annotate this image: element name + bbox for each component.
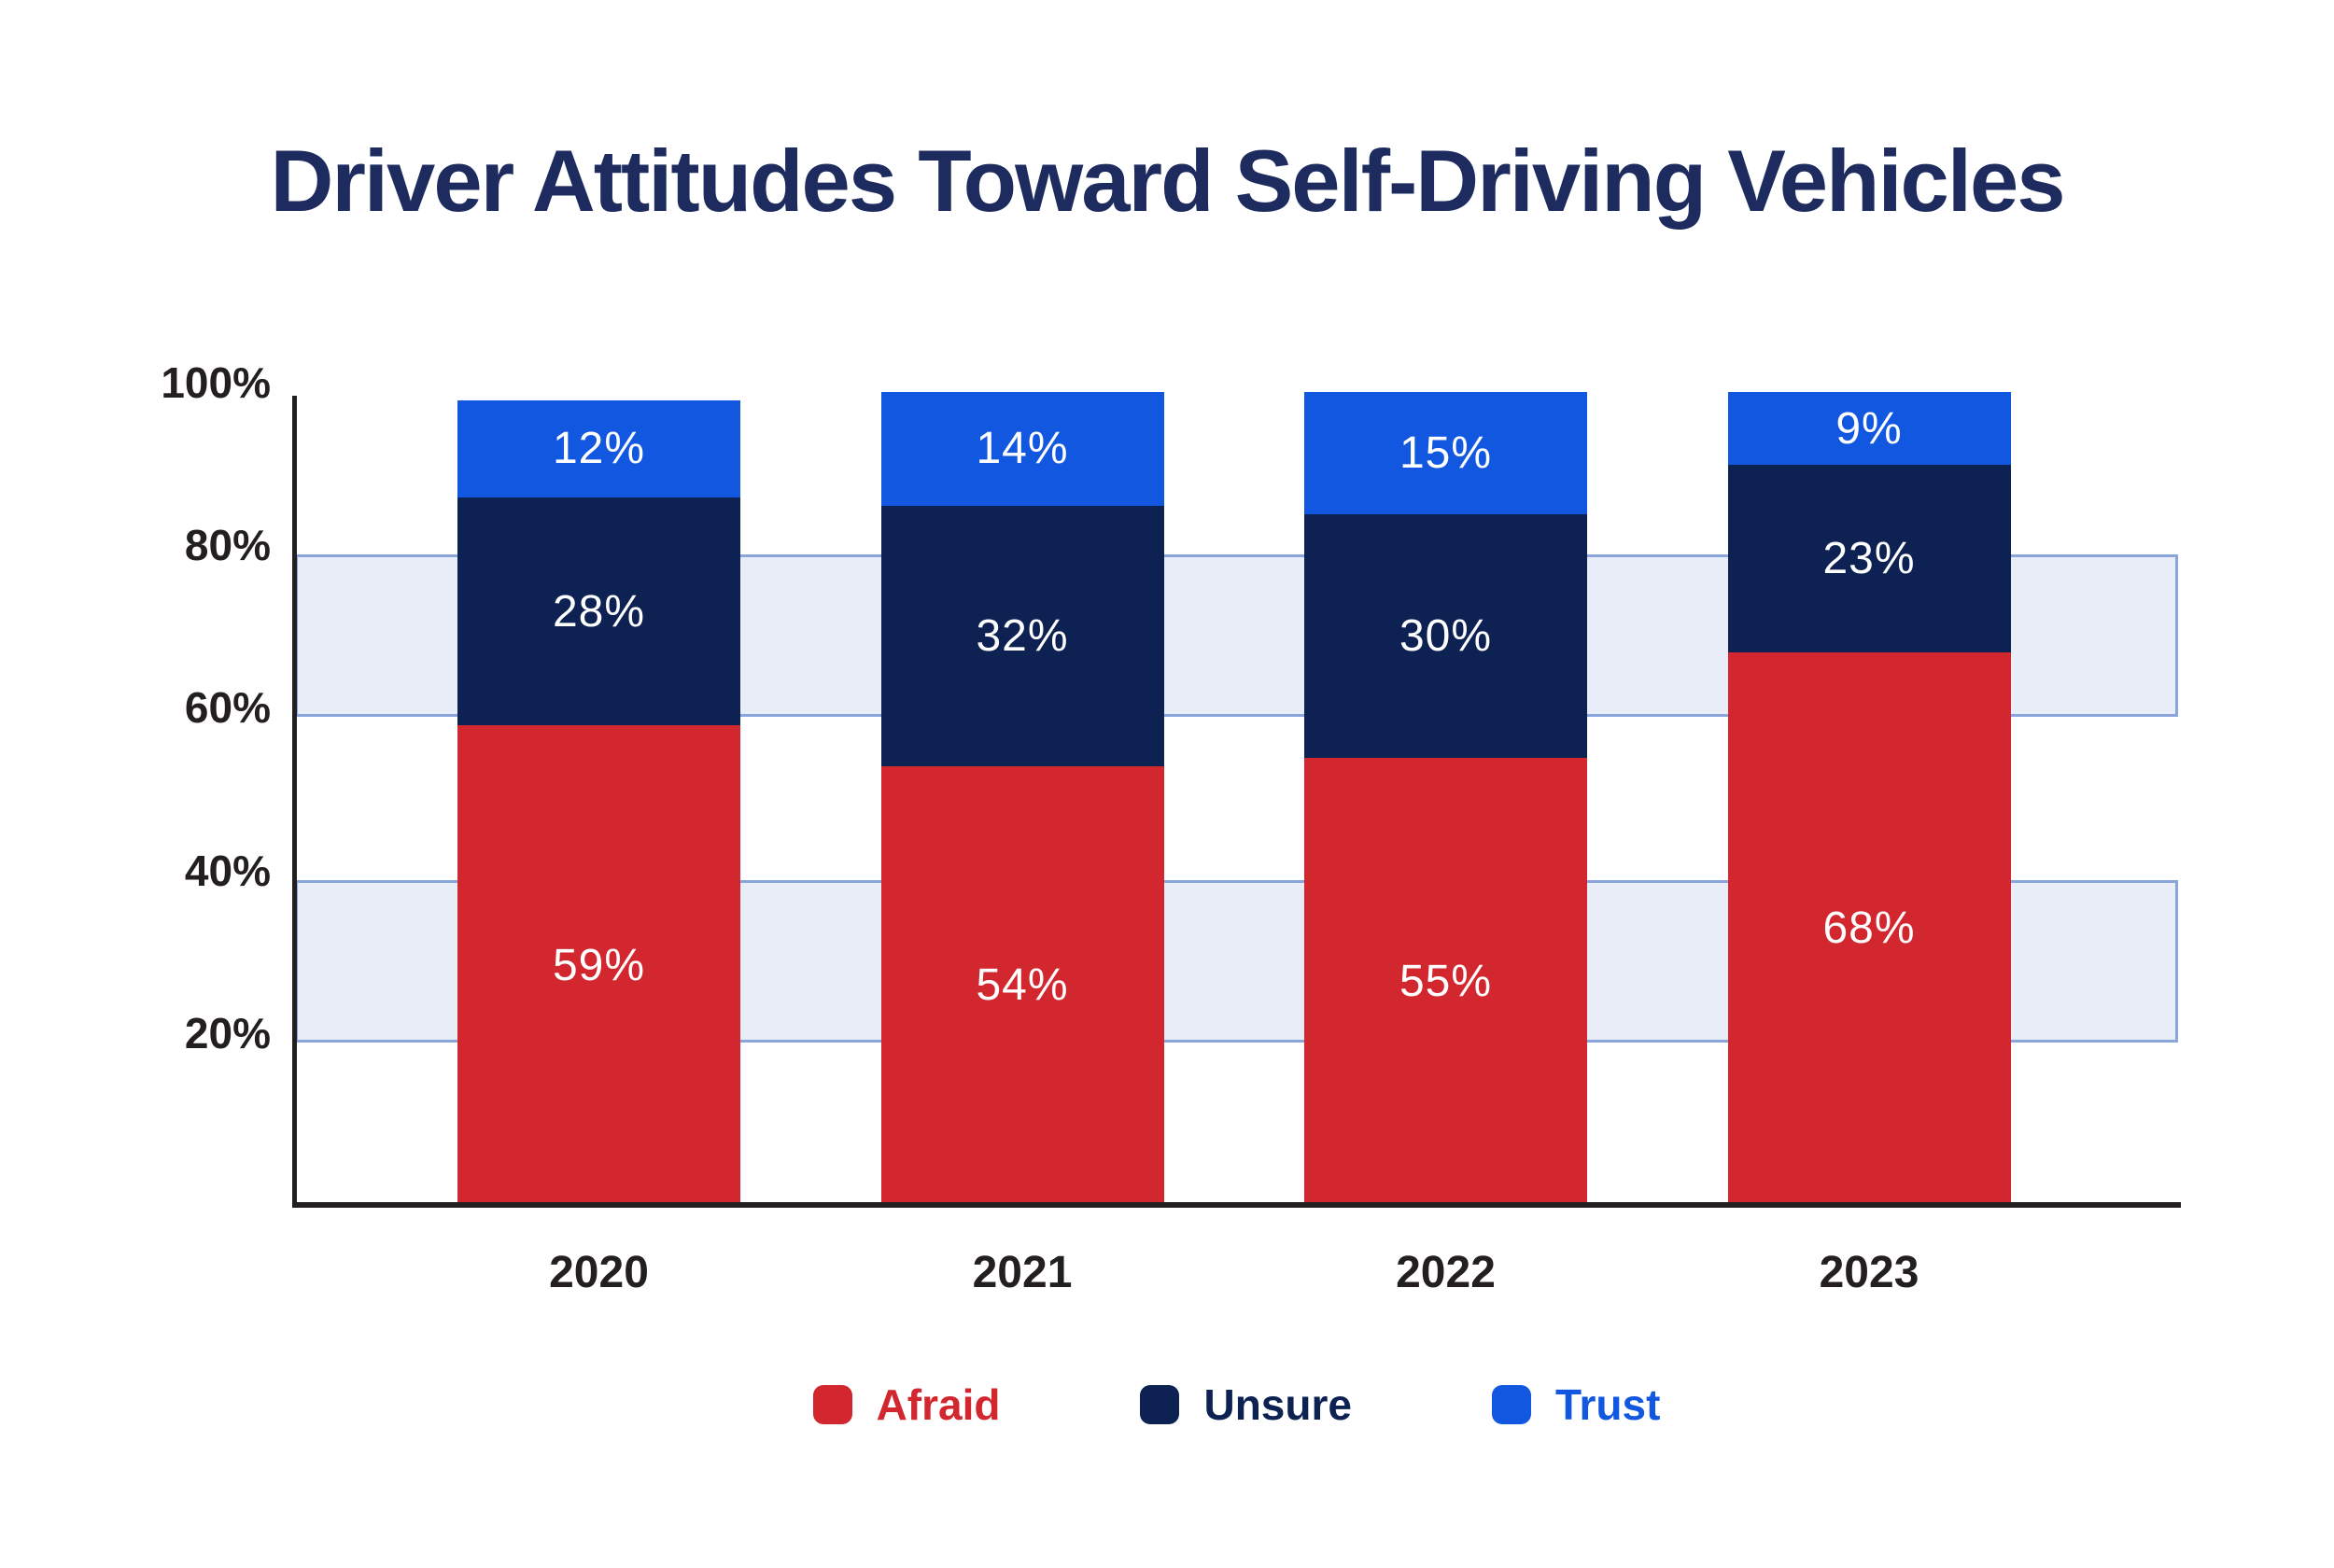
- bar-value-label-afraid-2022: 55%: [1399, 956, 1493, 1006]
- bar-value-label-unsure-2020: 28%: [552, 586, 646, 637]
- bar-segment-trust-2023: 9%: [1727, 392, 2011, 466]
- legend-label-afraid: Afraid: [876, 1380, 1001, 1429]
- bar-value-label-trust-2023: 9%: [1835, 403, 1903, 454]
- chart-title: Driver Attitudes Toward Self-Driving Veh…: [270, 132, 2065, 230]
- bar-segment-trust-2020: 12%: [457, 399, 740, 498]
- legend-swatch-trust: [1491, 1385, 1531, 1424]
- x-category-label-2023: 2023: [1819, 1248, 1919, 1297]
- y-tick-label-40: 40%: [184, 846, 271, 895]
- bar-value-label-unsure-2022: 30%: [1399, 610, 1493, 661]
- y-axis-tick-labels: 20% 40% 60% 80% 100%: [37, 358, 271, 1205]
- bar-value-label-trust-2022: 15%: [1399, 427, 1493, 478]
- x-axis-line: [292, 1202, 2181, 1208]
- chart-legend: Afraid Unsure Trust: [295, 1383, 2178, 1426]
- bar-segment-afraid-2023: 68%: [1727, 651, 2011, 1205]
- bar-segment-trust-2022: 15%: [1304, 392, 1587, 514]
- x-category-label-2021: 2021: [972, 1248, 1073, 1297]
- bar-segment-afraid-2020: 59%: [457, 725, 740, 1205]
- y-tick-label-100: 100%: [161, 358, 271, 407]
- plot-area: 12% 28% 59% 2020 14% 32% 54% 2021 15% 30% 55% 2022 9…: [292, 392, 2181, 1297]
- bar-segment-afraid-2022: 55%: [1304, 757, 1587, 1205]
- x-category-label-2022: 2022: [1396, 1248, 1496, 1297]
- y-axis-line: [292, 396, 297, 1208]
- bar-value-label-trust-2021: 14%: [976, 424, 1069, 474]
- stacked-bar-2023: 9% 23% 68%: [1727, 392, 2011, 1205]
- bar-value-label-afraid-2021: 54%: [976, 960, 1069, 1011]
- bar-value-label-afraid-2020: 59%: [552, 940, 646, 990]
- bar-segment-unsure-2020: 28%: [457, 497, 740, 726]
- legend-item-trust: Trust: [1491, 1380, 1661, 1429]
- legend-label-trust: Trust: [1554, 1380, 1661, 1429]
- bar-segment-unsure-2023: 23%: [1727, 465, 2011, 652]
- y-tick-label-80: 80%: [184, 521, 271, 570]
- stacked-bar-2020: 12% 28% 59%: [457, 399, 740, 1205]
- legend-item-unsure: Unsure: [1140, 1380, 1352, 1429]
- y-tick-label-60: 60%: [184, 683, 271, 733]
- y-tick-label-20: 20%: [184, 1008, 271, 1057]
- bar-segment-afraid-2021: 54%: [880, 765, 1164, 1205]
- bar-segment-unsure-2022: 30%: [1304, 513, 1587, 758]
- bar-value-label-trust-2020: 12%: [552, 424, 646, 474]
- bar-value-label-unsure-2023: 23%: [1822, 534, 1916, 584]
- legend-swatch-afraid: [812, 1385, 852, 1424]
- legend-swatch-unsure: [1140, 1385, 1180, 1424]
- stacked-bar-2021: 14% 32% 54%: [880, 392, 1164, 1205]
- legend-label-unsure: Unsure: [1203, 1380, 1352, 1429]
- stacked-bar-2022: 15% 30% 55%: [1304, 392, 1587, 1205]
- x-category-label-2020: 2020: [549, 1248, 649, 1297]
- bar-segment-unsure-2021: 32%: [880, 505, 1164, 766]
- legend-item-afraid: Afraid: [812, 1380, 1001, 1429]
- bar-segment-trust-2021: 14%: [880, 392, 1164, 506]
- bar-value-label-afraid-2023: 68%: [1822, 903, 1916, 954]
- bar-value-label-unsure-2021: 32%: [976, 610, 1069, 661]
